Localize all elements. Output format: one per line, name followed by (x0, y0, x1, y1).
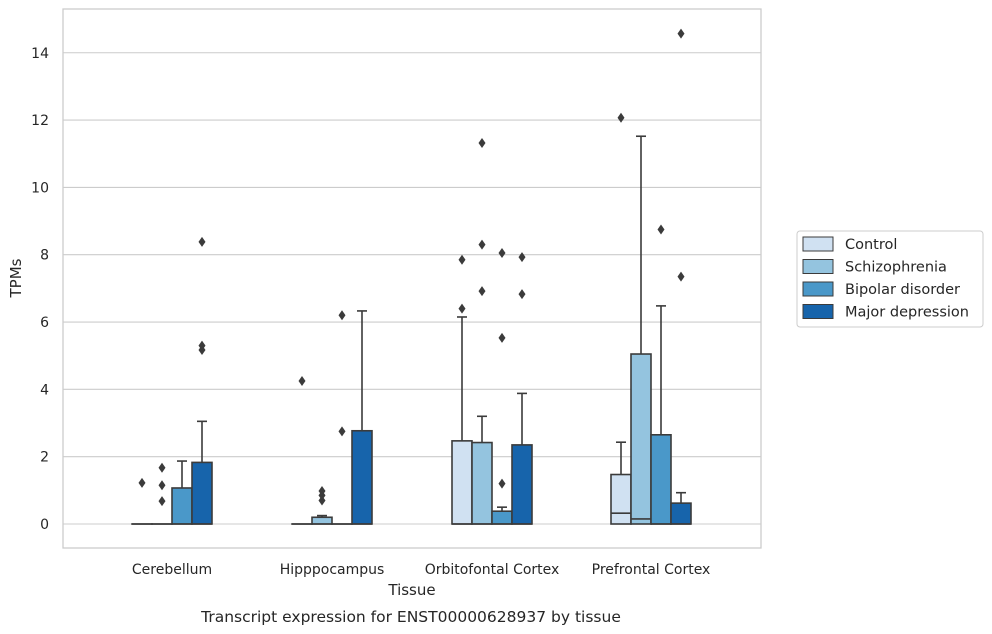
box-schizophrenia (630, 135, 652, 525)
box-bipolar-disorder (650, 224, 672, 525)
outlier-point (677, 28, 685, 39)
outlier-point (458, 303, 466, 314)
box-iqr (610, 473, 632, 525)
outlier-point (338, 310, 346, 321)
box-schizophrenia (151, 462, 173, 525)
box-major-depression (670, 28, 692, 525)
y-tick-label-12: 12 (31, 113, 49, 129)
box-control (610, 112, 632, 525)
outlier-point (338, 426, 346, 437)
box-iqr (491, 510, 513, 525)
outlier-point (498, 248, 506, 259)
box-iqr (171, 487, 193, 525)
outlier-point (498, 332, 506, 343)
y-tick-label-8: 8 (40, 248, 49, 264)
outlier-point (158, 462, 166, 473)
box-iqr (650, 434, 672, 525)
outlier-point (518, 289, 526, 300)
box-control (451, 254, 473, 525)
x-tick-label: Cerebellum (132, 562, 212, 578)
legend-swatch-control (802, 236, 834, 252)
outlier-point (458, 254, 466, 265)
box-control (291, 375, 313, 525)
outlier-point (478, 137, 486, 148)
box-major-depression (351, 310, 373, 525)
outlier-point (198, 340, 206, 351)
outlier-point (478, 286, 486, 297)
outlier-point (478, 239, 486, 250)
box-schizophrenia (311, 486, 333, 525)
gridlines (63, 52, 761, 525)
box-bipolar-disorder (171, 460, 193, 525)
plot-area-frame (62, 8, 762, 549)
outlier-point (617, 112, 625, 123)
box-iqr (451, 440, 473, 525)
box-schizophrenia (471, 137, 493, 525)
outlier-point (138, 477, 146, 488)
box-iqr (670, 502, 692, 525)
x-tick-labels: Cerebellum Hipppocampus Orbitofontal Corte… (132, 562, 710, 578)
box-iqr (191, 461, 213, 525)
y-tick-labels: 0 2 4 6 8 10 12 14 (31, 46, 49, 533)
y-tick-label-10: 10 (31, 180, 49, 196)
y-tick-label-4: 4 (40, 382, 49, 398)
outlier-point (158, 480, 166, 491)
outlier-point (677, 271, 685, 282)
box-major-depression (511, 252, 533, 525)
x-axis-title: Tissue (387, 581, 435, 599)
outlier-point (318, 486, 326, 497)
chart-caption: Transcript expression for ENST0000062893… (200, 608, 621, 626)
outlier-point (657, 224, 665, 235)
legend-label: Major depression (845, 305, 969, 321)
legend-label: Control (845, 237, 897, 253)
legend-label: Schizophrenia (845, 260, 947, 276)
legend-swatch-major-depression (802, 304, 834, 319)
legend-swatch-schizophrenia (802, 259, 834, 274)
box-iqr (630, 353, 652, 525)
legend-frame (796, 230, 984, 328)
y-tick-label-6: 6 (40, 315, 49, 331)
boxes (131, 28, 692, 525)
legend-label: Bipolar disorder (845, 282, 960, 298)
box-iqr (471, 441, 493, 525)
legend: Control Schizophrenia Bipolar disorder Majo… (796, 230, 984, 328)
box-control (131, 477, 153, 525)
outlier-point (498, 478, 506, 489)
outlier-point (198, 236, 206, 247)
outlier-point (158, 496, 166, 507)
box-major-depression (191, 236, 213, 525)
outlier-point (298, 375, 306, 386)
box-bipolar-disorder (331, 310, 353, 525)
y-axis-title: TPMs (7, 258, 25, 298)
y-tick-label-2: 2 (40, 450, 49, 466)
x-tick-label: Prefrontal Cortex (592, 562, 711, 578)
box-iqr (311, 516, 333, 525)
x-tick-label: Hipppocampus (280, 562, 385, 578)
box-iqr (511, 444, 533, 525)
x-tick-label: Orbitofontal Cortex (425, 562, 560, 578)
y-tick-label-14: 14 (31, 46, 49, 62)
box-bipolar-disorder (491, 248, 513, 525)
y-tick-label-0: 0 (40, 517, 49, 533)
box-iqr (351, 429, 373, 525)
legend-swatch-bipolar-disorder (802, 281, 834, 297)
outlier-point (518, 252, 526, 263)
outlier-point (318, 495, 326, 506)
